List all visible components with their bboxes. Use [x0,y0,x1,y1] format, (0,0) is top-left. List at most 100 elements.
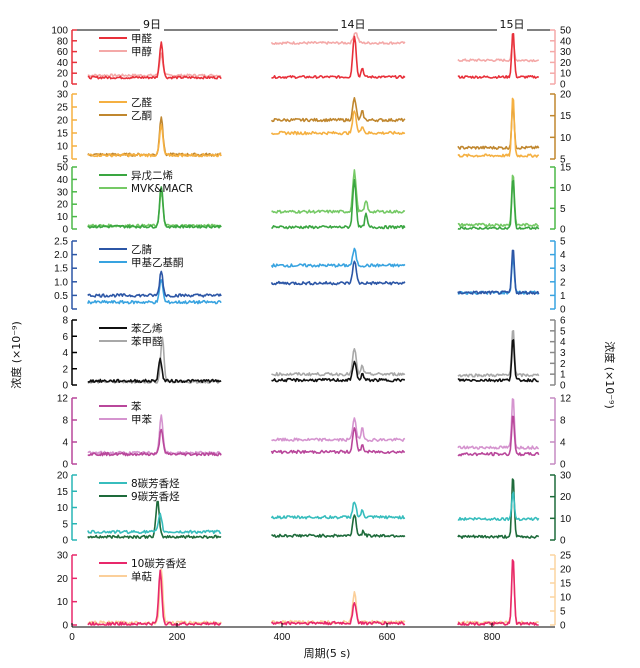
panel-5-legend-label-2: 苯甲醛 [131,335,163,348]
panel-6-series-2-day-2-line [271,417,406,443]
panel-1-series-1-day-1-line [87,41,222,80]
panel-1-right-tick-label-1: 10 [560,69,572,80]
panel-4-left-tick-label-2: 1.0 [54,277,68,288]
panel-8-left-tick-label-0: 0 [62,621,68,632]
day-headers: 9日 14日 15日 [143,18,525,31]
panel-5-right-tick-label-3: 3 [560,348,566,359]
panel-5-right-tick-label-0: 0 [560,381,566,392]
panel-6-legend-label-1: 苯 [131,400,142,413]
panel-1-right-tick-label-5: 50 [560,26,572,37]
panel-7-left-tick-label-1: 5 [62,519,68,530]
panel-1-series-2-day-1-line [87,52,222,78]
panel-8-legend-label-2: 单萜 [131,571,152,583]
panel-4-legend-label-1: 乙腈 [131,243,152,256]
panel-5-left-tick-label-4: 8 [62,316,68,327]
panel-1-legend-label-1: 甲醛 [131,32,152,45]
panel-6-left-tick-label-3: 12 [57,394,69,405]
panel-7-right-tick-label-3: 30 [560,471,572,482]
panel-6-series-2-day-3-line [457,398,540,450]
panel-3-right-tick-label-2: 10 [560,183,572,194]
panel-8-series-2-day-3-line [457,559,539,626]
panel-7-series-2-day-2-line [271,514,406,538]
panel-3-series-1-day-2-line [271,178,406,230]
y-axis-title-left: 浓度 (×10⁻⁹) [9,321,23,389]
panel-1-left-tick-label-1: 20 [57,69,69,80]
panel-6-left-tick-label-0: 0 [62,460,68,471]
panel-3-legend-label-1: 异戊二烯 [131,169,173,182]
panel-7-series-1-day-3-line [457,491,540,522]
panel-7-legend-label-1: 8碳芳香烃 [131,477,180,490]
panel-2-series-1-day-2-line [270,110,406,136]
panel-1-right-tick-label-0: 0 [560,80,566,91]
panel-1-right-tick-label-4: 40 [560,36,572,47]
panel-5-left-tick-label-2: 4 [62,348,68,359]
panel-1-legend-label-2: 甲醇 [131,45,152,58]
x-axis: 周期(5 s) 0 200 400 600 800 [69,623,555,660]
panel-6-series-2-day-1-line [87,414,222,456]
panel-5-right-tick-label-1: 1 [560,370,566,381]
panel-7-legend-label-2: 9碳芳香烃 [131,490,180,503]
panel-4-left-tick-label-3: 1.5 [54,264,68,275]
panel-2-right-tick-label-0: 5 [560,155,566,166]
panel-8-right-tick-label-0: 0 [560,621,566,632]
panel-1-left-tick-label-0: 0 [62,80,68,91]
panel-6-right-tick-label-3: 12 [560,394,572,405]
panel-8-left-tick-label-1: 10 [57,597,69,608]
panel-1-left-tick-label-5: 100 [51,26,68,37]
panel-4-right-tick-label-1: 1 [560,291,566,302]
panel-4-left-tick-label-0: 0 [62,305,68,316]
panel-8-right-tick-label-4: 20 [560,565,572,576]
panel-1-left-tick-label-2: 40 [57,58,69,69]
panel-6-right-tick-label-2: 8 [560,416,566,427]
panel-3-series-1-day-3-line [457,179,540,230]
panel-6-series-1-day-2-line [270,427,405,455]
panel-5-left-tick-label-1: 2 [62,364,68,375]
panel-3-left-tick-label-0: 0 [62,225,68,236]
y-axis-title-right: 浓度 (×10⁻⁹) [603,341,617,409]
panel-5-left-tick-label-0: 0 [62,381,68,392]
panel-7-right-tick-label-1: 10 [560,514,572,525]
panel-2-series-1-day-3-line [457,97,540,158]
panel-1-series-2-day-2-line [270,32,406,46]
x-tick-label-0: 0 [69,632,75,643]
panel-4-series-2-day-2-line [270,247,406,268]
panel-5-series-2-day-2-line [271,347,406,377]
panel-8-series-1-day-3-line [457,559,539,626]
panel-5-series-1-day-2-line [271,360,405,383]
panel-8-series-2-day-2-line [270,590,406,625]
panel-8-series-1-day-2-line [271,601,406,626]
x-tick-label-1: 200 [169,632,186,643]
day-label-9: 9日 [143,18,161,31]
panel-2-series-1-day-1-line [87,123,222,158]
panel-7-left-tick-label-0: 0 [62,536,68,547]
panel-4-right-tick-label-5: 5 [560,237,566,248]
panel-2-left-tick-label-4: 25 [57,103,69,114]
panel-3-series-1-day-1-line [87,186,222,229]
panel-5-series-1-day-3-line [457,339,539,383]
x-tick-label-4: 800 [484,632,501,643]
panel-7-left-tick-label-3: 15 [57,487,69,498]
panel-3-left-tick-label-2: 20 [57,200,69,211]
panel-3-left-tick-label-3: 30 [57,187,69,198]
day-label-15: 15日 [500,18,525,31]
panel-4-series-1-day-2-line [270,260,406,286]
panel-4-series-1-day-3-line [457,249,540,296]
panel-2-left-tick-label-2: 15 [57,129,69,140]
panel-6-left-tick-label-1: 4 [62,438,68,449]
panel-1-series-1-day-2-line [271,35,406,79]
panel-2-right-tick-label-1: 10 [560,133,572,144]
panel-7-series-1-day-1-line [87,512,222,535]
x-tick-label-2: 400 [274,632,291,643]
panel-1-right-tick-label-3: 30 [560,47,572,58]
panel-2-left-tick-label-5: 30 [57,90,69,101]
panel-8-right-tick-label-2: 10 [560,593,572,604]
panel-1-right-tick-label-2: 20 [560,58,572,69]
panel-5-right-tick-label-4: 4 [560,337,566,348]
panel-7-series-2-day-1-line [87,500,222,540]
panel-3-left-tick-label-5: 50 [57,163,69,174]
panel-7-series-1-day-2-line [270,501,406,520]
